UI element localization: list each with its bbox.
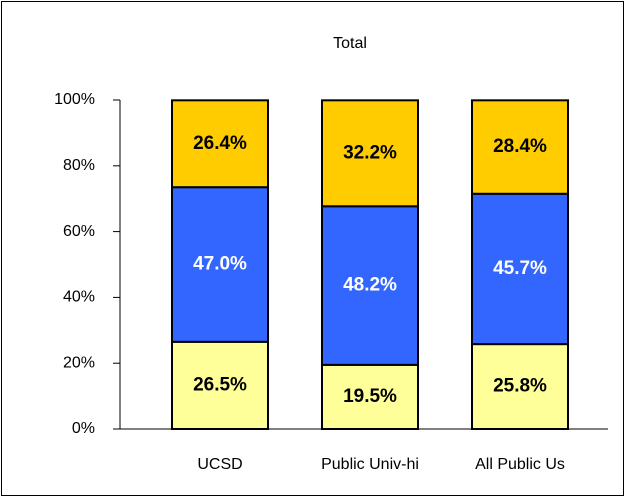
bar-segment: [471, 343, 569, 431]
value-label: 19.5%: [343, 386, 397, 407]
value-label: 28.4%: [493, 136, 547, 157]
y-tick-label: 20%: [63, 354, 95, 371]
y-tick-label: 100%: [54, 91, 95, 108]
x-tick-label: UCSD: [197, 456, 242, 473]
bar-segment: [471, 192, 569, 346]
bar-segment: [321, 99, 419, 208]
value-label: 45.7%: [493, 258, 547, 279]
y-tick-label: 80%: [63, 157, 95, 174]
bar-segment: [471, 99, 569, 195]
bar-segment: [321, 205, 419, 366]
bar-segment: [171, 99, 269, 189]
x-tick-label: All Public Us: [475, 456, 565, 473]
bar-segment: [171, 186, 269, 343]
chart-title: Total: [333, 35, 367, 52]
value-label: 26.4%: [193, 133, 247, 154]
value-label: 47.0%: [193, 254, 247, 275]
y-tick-label: 40%: [63, 289, 95, 306]
value-label: 26.5%: [193, 374, 247, 395]
value-label: 32.2%: [343, 142, 397, 163]
y-tick-label: 0%: [72, 420, 95, 437]
value-label: 25.8%: [493, 376, 547, 397]
bar-segment: [171, 340, 269, 430]
bar-segment: [321, 363, 419, 430]
y-tick-label: 60%: [63, 223, 95, 240]
x-tick-label: Public Univ-hi: [321, 456, 419, 473]
value-label: 48.2%: [343, 275, 397, 296]
